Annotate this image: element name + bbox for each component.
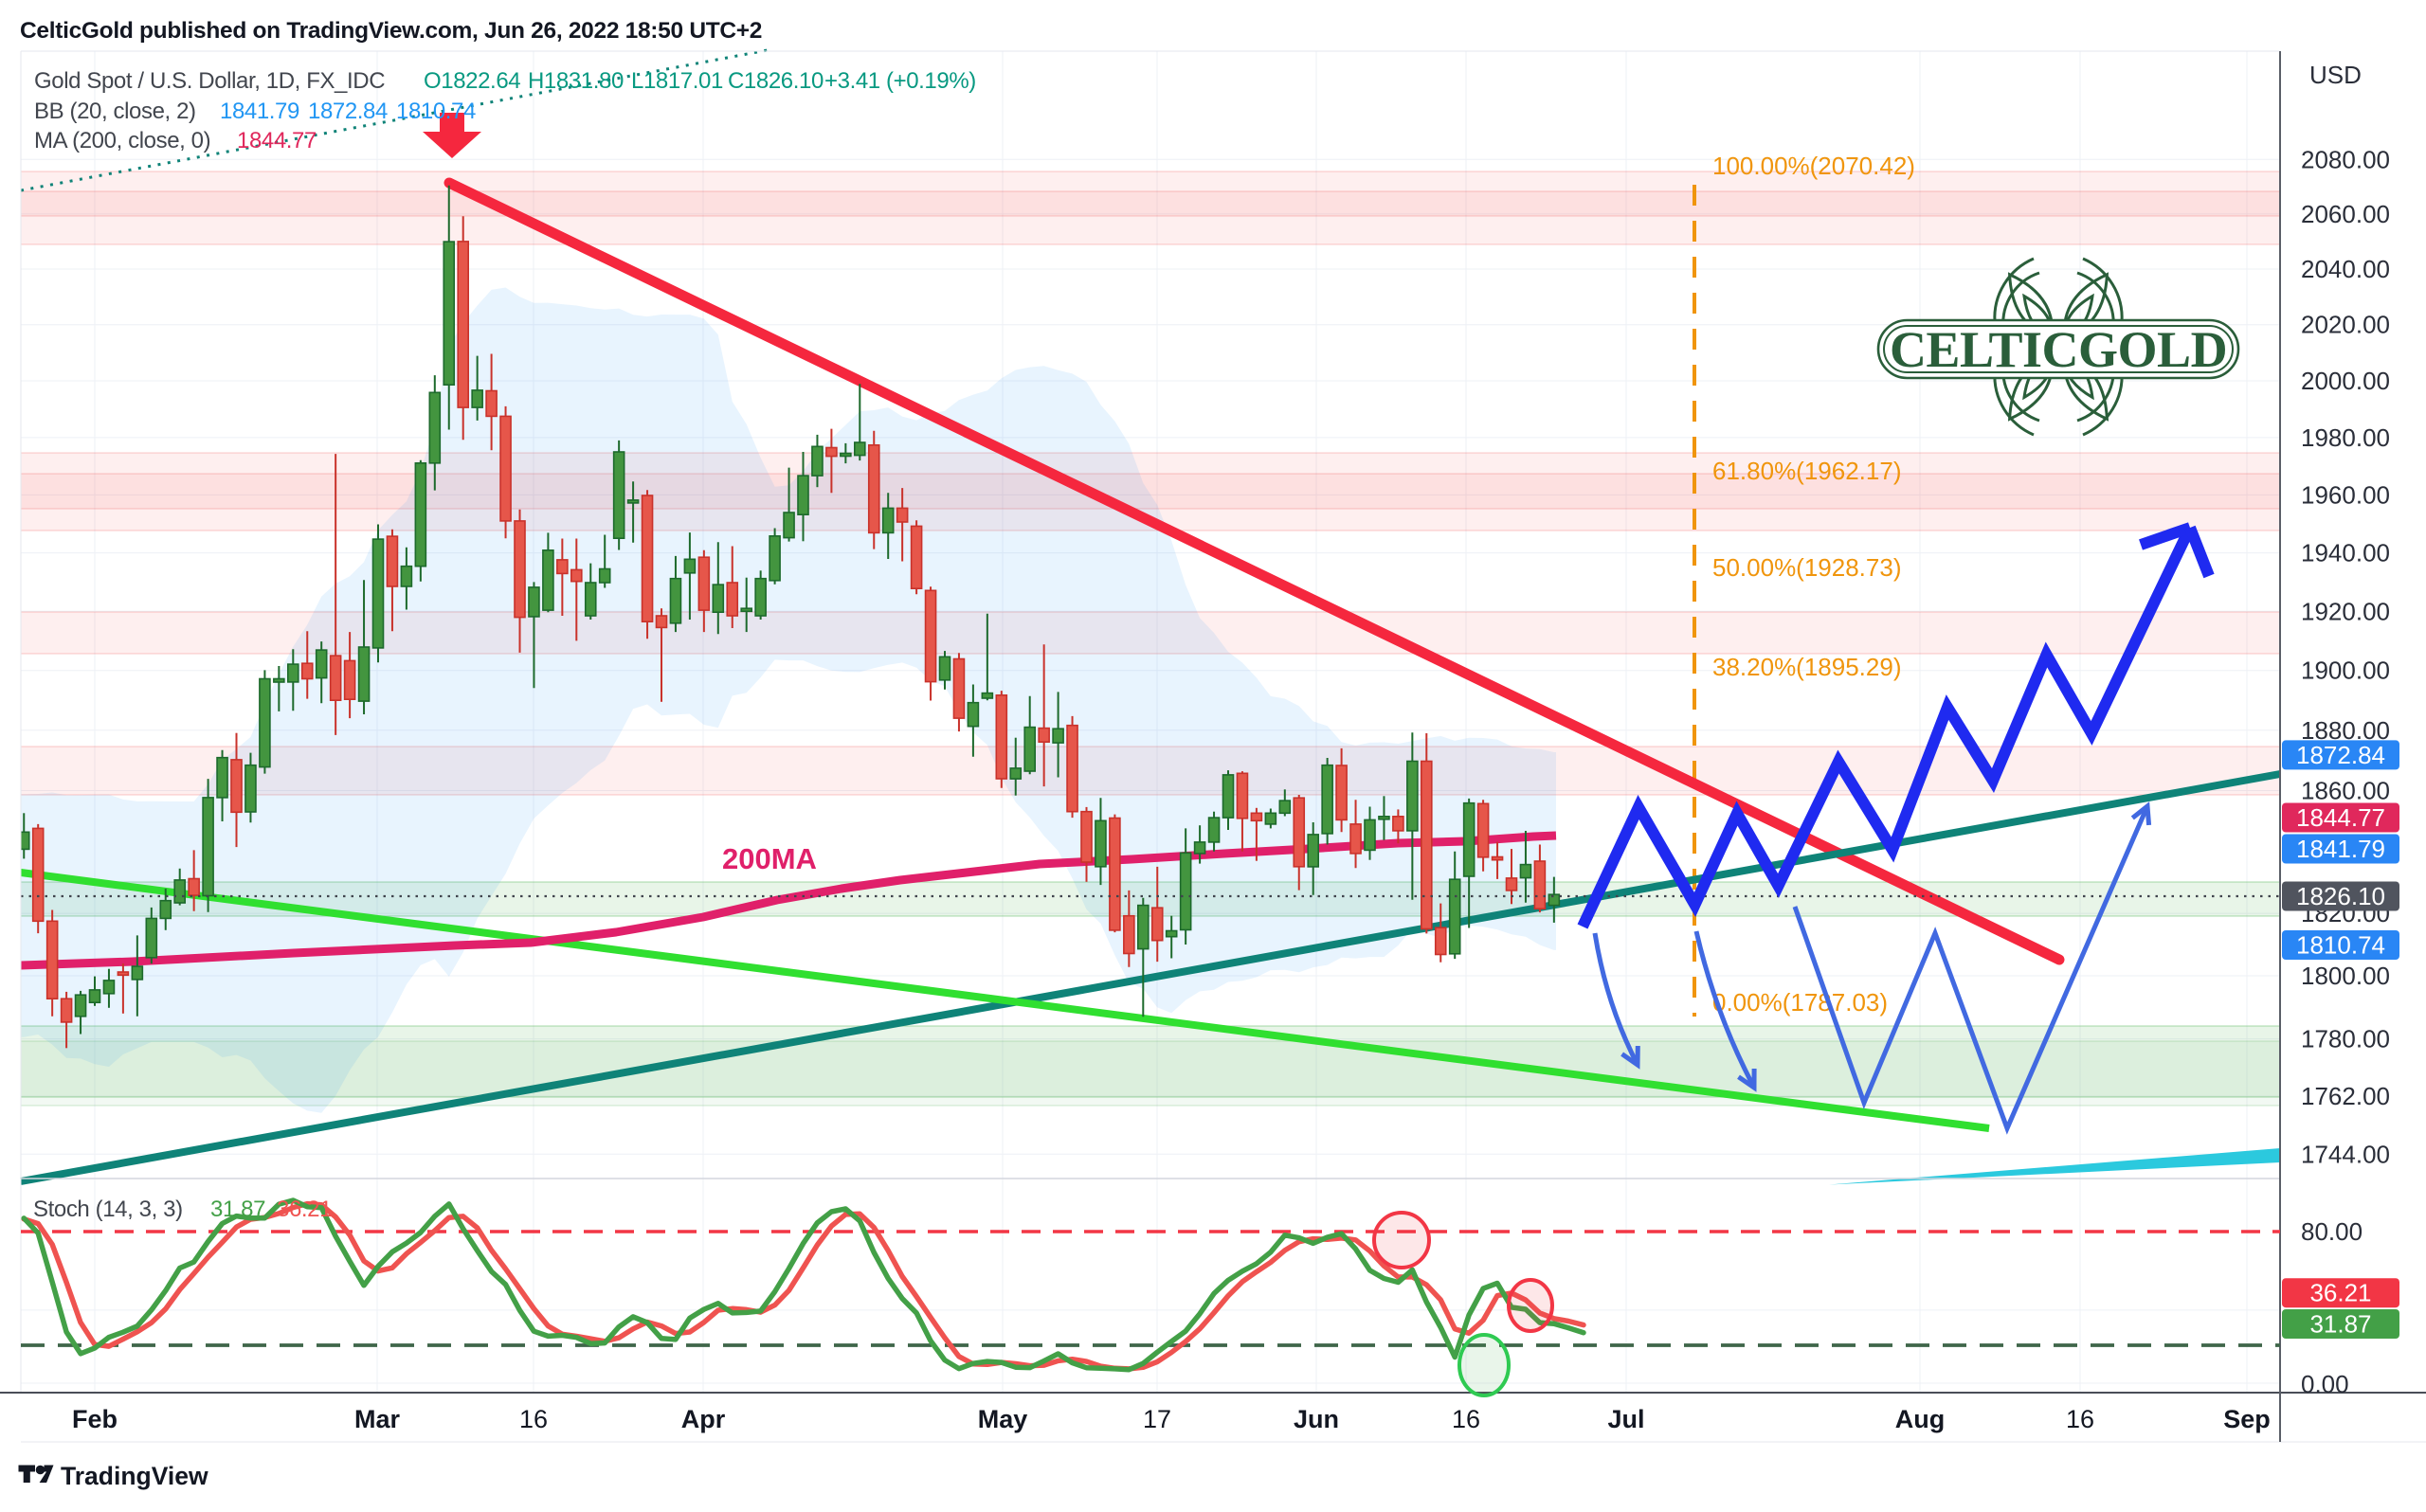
svg-text:2000.00: 2000.00: [2301, 367, 2390, 395]
svg-text:1844.77: 1844.77: [237, 128, 317, 153]
svg-text:C1826.10: C1826.10: [728, 68, 824, 94]
svg-text:16: 16: [1452, 1405, 1480, 1433]
svg-text:1980.00: 1980.00: [2301, 423, 2390, 452]
svg-text:MA (200, close, 0): MA (200, close, 0): [34, 128, 210, 153]
svg-text:2080.00: 2080.00: [2301, 145, 2390, 173]
svg-text:50.00%(1928.73): 50.00%(1928.73): [1712, 553, 1901, 582]
svg-text:0.00: 0.00: [2301, 1370, 2349, 1398]
svg-text:Feb: Feb: [72, 1405, 118, 1433]
svg-text:31.87: 31.87: [2309, 1310, 2371, 1339]
svg-text:1744.00: 1744.00: [2301, 1140, 2390, 1168]
svg-text:Jul: Jul: [1607, 1405, 1644, 1433]
svg-text:1762.00: 1762.00: [2301, 1082, 2390, 1110]
svg-text:1880.00: 1880.00: [2301, 716, 2390, 745]
svg-text:Jun: Jun: [1294, 1405, 1339, 1433]
svg-text:1844.77: 1844.77: [2296, 803, 2385, 832]
svg-text:Gold Spot / U.S. Dollar, 1D, F: Gold Spot / U.S. Dollar, 1D, FX_IDC: [34, 68, 385, 94]
svg-text:1800.00: 1800.00: [2301, 962, 2390, 990]
svg-text:1860.00: 1860.00: [2301, 777, 2390, 805]
svg-text:BB (20, close, 2): BB (20, close, 2): [34, 99, 196, 124]
svg-text:100.00%(2070.42): 100.00%(2070.42): [1712, 152, 1915, 180]
svg-text:36.21: 36.21: [277, 1197, 332, 1222]
svg-text:Sep: Sep: [2223, 1405, 2271, 1433]
svg-text:CELTICGOLD: CELTICGOLD: [1890, 321, 2227, 378]
svg-text:1872.84: 1872.84: [308, 99, 388, 124]
svg-text:Apr: Apr: [681, 1405, 726, 1433]
svg-text:CelticGold published on Tradin: CelticGold published on TradingView.com,…: [20, 18, 762, 44]
svg-text:2020.00: 2020.00: [2301, 311, 2390, 339]
svg-text:1900.00: 1900.00: [2301, 657, 2390, 685]
svg-text:38.20%(1895.29): 38.20%(1895.29): [1712, 653, 1901, 681]
svg-text:0.00%(1787.03): 0.00%(1787.03): [1712, 988, 1888, 1017]
svg-text:1940.00: 1940.00: [2301, 539, 2390, 567]
svg-text:16: 16: [2066, 1405, 2094, 1433]
svg-text:H1831.80: H1831.80: [528, 68, 624, 94]
svg-text:1810.74: 1810.74: [2296, 931, 2385, 960]
svg-text:Mar: Mar: [354, 1405, 401, 1433]
svg-text:61.80%(1962.17): 61.80%(1962.17): [1712, 457, 1901, 485]
svg-text:May: May: [978, 1405, 1028, 1433]
svg-text:200MA: 200MA: [722, 842, 817, 875]
svg-text:Stoch (14, 3, 3): Stoch (14, 3, 3): [33, 1197, 183, 1222]
svg-text:17: 17: [1143, 1405, 1171, 1433]
svg-text:2060.00: 2060.00: [2301, 200, 2390, 228]
svg-text:1826.10: 1826.10: [2296, 882, 2385, 910]
svg-text:16: 16: [519, 1405, 548, 1433]
svg-text:1960.00: 1960.00: [2301, 480, 2390, 509]
svg-text:1780.00: 1780.00: [2301, 1025, 2390, 1053]
svg-text:80.00: 80.00: [2301, 1217, 2363, 1246]
svg-text:L1817.01: L1817.01: [631, 68, 723, 94]
svg-text:36.21: 36.21: [2309, 1279, 2371, 1307]
svg-text:1872.84: 1872.84: [2296, 741, 2385, 769]
svg-text:1920.00: 1920.00: [2301, 597, 2390, 625]
svg-text:2040.00: 2040.00: [2301, 255, 2390, 283]
svg-text:O1822.64: O1822.64: [424, 68, 520, 94]
svg-text:+3.41 (+0.19%): +3.41 (+0.19%): [824, 68, 976, 94]
svg-text:1841.79: 1841.79: [2296, 835, 2385, 863]
svg-text:TradingView: TradingView: [61, 1462, 208, 1490]
svg-text:Aug: Aug: [1895, 1405, 1945, 1433]
svg-text:31.87: 31.87: [210, 1197, 265, 1222]
svg-text:1810.74: 1810.74: [396, 99, 476, 124]
svg-text:1841.79: 1841.79: [220, 99, 299, 124]
svg-text:USD: USD: [2309, 61, 2362, 89]
